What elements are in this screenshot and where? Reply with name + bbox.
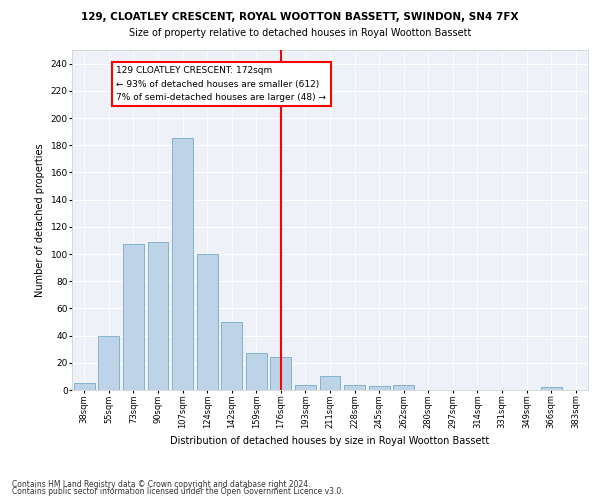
Text: Contains HM Land Registry data © Crown copyright and database right 2024.: Contains HM Land Registry data © Crown c… xyxy=(12,480,311,489)
Bar xyxy=(221,322,242,390)
Bar xyxy=(74,383,95,390)
Bar xyxy=(368,386,389,390)
Bar xyxy=(172,138,193,390)
Bar xyxy=(148,242,169,390)
Bar xyxy=(98,336,119,390)
Bar xyxy=(246,354,267,390)
Text: 129 CLOATLEY CRESCENT: 172sqm
← 93% of detached houses are smaller (612)
7% of s: 129 CLOATLEY CRESCENT: 172sqm ← 93% of d… xyxy=(116,66,326,102)
Bar xyxy=(393,384,414,390)
Bar xyxy=(295,384,316,390)
Bar xyxy=(541,388,562,390)
Bar xyxy=(123,244,144,390)
Bar xyxy=(320,376,340,390)
Text: 129, CLOATLEY CRESCENT, ROYAL WOOTTON BASSETT, SWINDON, SN4 7FX: 129, CLOATLEY CRESCENT, ROYAL WOOTTON BA… xyxy=(81,12,519,22)
X-axis label: Distribution of detached houses by size in Royal Wootton Bassett: Distribution of detached houses by size … xyxy=(170,436,490,446)
Bar xyxy=(344,384,365,390)
Text: Contains public sector information licensed under the Open Government Licence v3: Contains public sector information licen… xyxy=(12,488,344,496)
Bar xyxy=(197,254,218,390)
Bar xyxy=(271,358,292,390)
Y-axis label: Number of detached properties: Number of detached properties xyxy=(35,143,45,297)
Text: Size of property relative to detached houses in Royal Wootton Bassett: Size of property relative to detached ho… xyxy=(129,28,471,38)
